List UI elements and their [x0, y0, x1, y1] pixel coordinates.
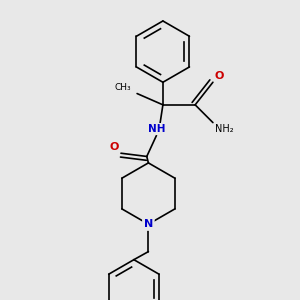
Text: O: O [110, 142, 119, 152]
Text: N: N [144, 219, 153, 229]
Text: O: O [214, 70, 224, 81]
Text: NH: NH [148, 124, 165, 134]
Text: CH₃: CH₃ [114, 83, 130, 92]
Text: NH₂: NH₂ [214, 124, 233, 134]
